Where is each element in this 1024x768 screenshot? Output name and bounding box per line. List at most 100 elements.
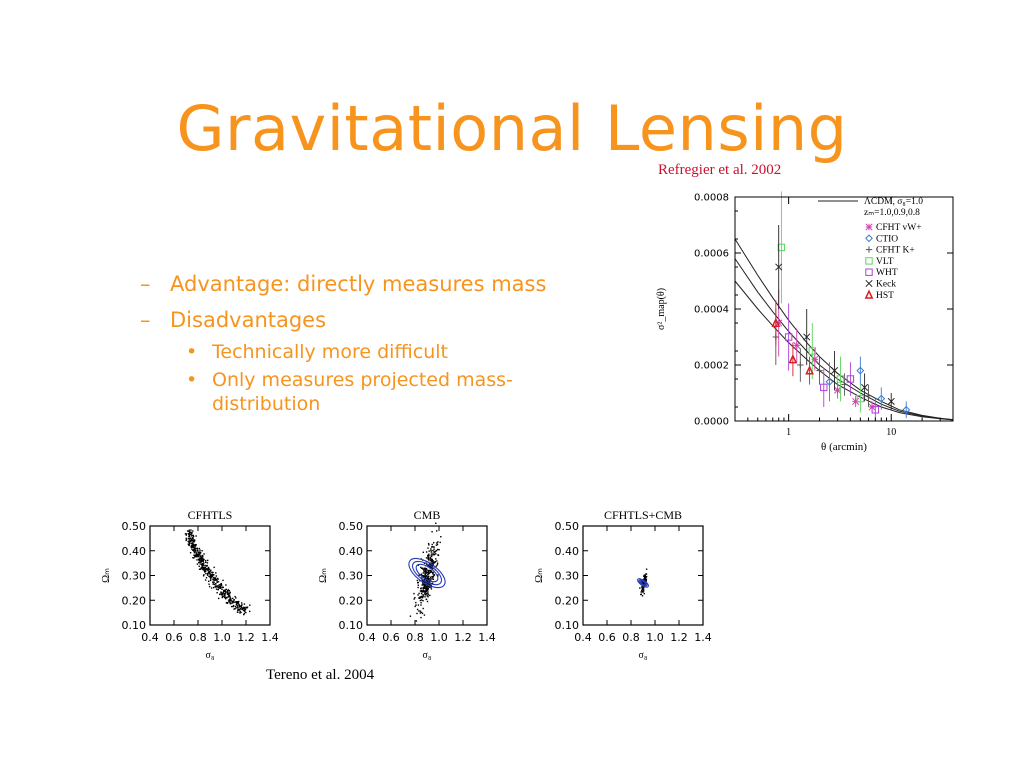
sample-point [203,567,205,569]
sample-point [205,570,207,572]
sample-point [428,577,430,580]
sample-point [428,569,431,572]
sample-point [212,571,214,574]
sample-point [432,575,435,577]
sample-point [204,566,207,569]
confidence-contour [411,560,443,586]
sub-bullet: • Technically more difficult [140,338,610,366]
panel-cfhtls: CFHTLS 0.10 0.20 0.30 0.40 0.50 0.4 0.6 0.8 1.0 1.… [100,508,279,661]
sample-point [231,605,233,608]
x-tick-label: 0.8 [622,631,640,644]
sample-point [236,611,239,613]
sample-point [244,608,247,611]
x-tick-label: 1 [786,427,791,438]
sample-point [225,591,227,593]
sample-point [417,604,420,606]
sample-point [430,588,433,590]
sample-point [225,588,227,591]
sample-point [422,591,424,593]
bullet-text: Advantage: directly measures mass [170,272,547,296]
sample-point [424,587,426,589]
sample-point [242,609,245,612]
sample-point [233,601,235,603]
sample-point [433,553,436,556]
sample-point [415,601,417,604]
sample-point [237,606,239,608]
sample-point [193,557,195,559]
sample-point [437,554,439,556]
sample-point [221,595,224,597]
sample-point [435,549,438,552]
y-tick-label: 0.0000 [694,417,729,428]
sample-point [227,592,229,595]
sample-point [425,584,427,586]
sample-point [233,608,235,610]
sample-point [429,559,432,562]
sample-point [429,594,431,597]
sample-point [229,602,231,605]
sample-point [423,570,425,572]
sample-point [640,586,643,588]
sample-point [233,599,235,601]
sample-point [436,530,438,532]
sample-point [202,575,205,577]
sample-point [245,611,247,614]
legend-entry: CTIO [876,234,898,244]
marker [830,367,839,375]
sample-point [427,586,429,588]
marker [865,257,873,265]
sample-point [426,589,428,591]
bullet-dot: • [186,341,198,363]
sample-point [423,576,425,578]
sample-point [204,568,206,570]
sample-point [424,584,426,586]
sample-point [230,600,232,602]
sample-point [424,573,426,576]
sample-point [204,564,206,567]
sample-point [227,602,229,604]
sample-point [215,585,217,587]
sample-point [219,593,221,596]
sample-point [194,543,196,546]
sample-point [232,602,234,604]
y-axis-label: Ωₘ [533,568,545,583]
y-axis-label: Ωₘ [317,568,329,583]
sample-point [200,561,202,564]
sample-point [228,594,230,596]
sample-point [238,604,240,606]
sample-point [235,607,237,609]
sample-point [192,557,194,559]
sample-point [430,570,432,573]
sample-point [423,567,425,569]
sample-point [234,605,236,608]
sample-point [195,535,197,537]
sample-point [437,548,439,551]
x-tick-label: 1.4 [261,631,279,644]
sample-point [425,588,427,590]
sample-point [222,579,224,582]
sample-point [429,586,431,588]
sample-point [203,562,205,564]
sample-point [185,538,188,540]
sample-point [192,535,195,538]
sample-point [219,585,221,587]
marker [820,383,828,392]
sample-point [419,597,421,599]
sample-point [196,547,198,549]
sample-point [436,560,438,562]
sample-point [236,603,238,606]
y-tick-label: 0.50 [339,520,364,533]
sample-point [430,586,432,588]
sample-point [644,575,646,577]
sample-point [421,612,424,615]
panel-frame [582,525,704,626]
sample-point [417,594,419,596]
sample-point [224,589,226,591]
sample-point [228,601,231,603]
sample-point [196,559,198,561]
sample-point [232,604,235,607]
sample-point [420,611,423,614]
sample-point [217,588,219,591]
sample-point [431,546,434,548]
legend-entry: WHT [876,268,898,278]
